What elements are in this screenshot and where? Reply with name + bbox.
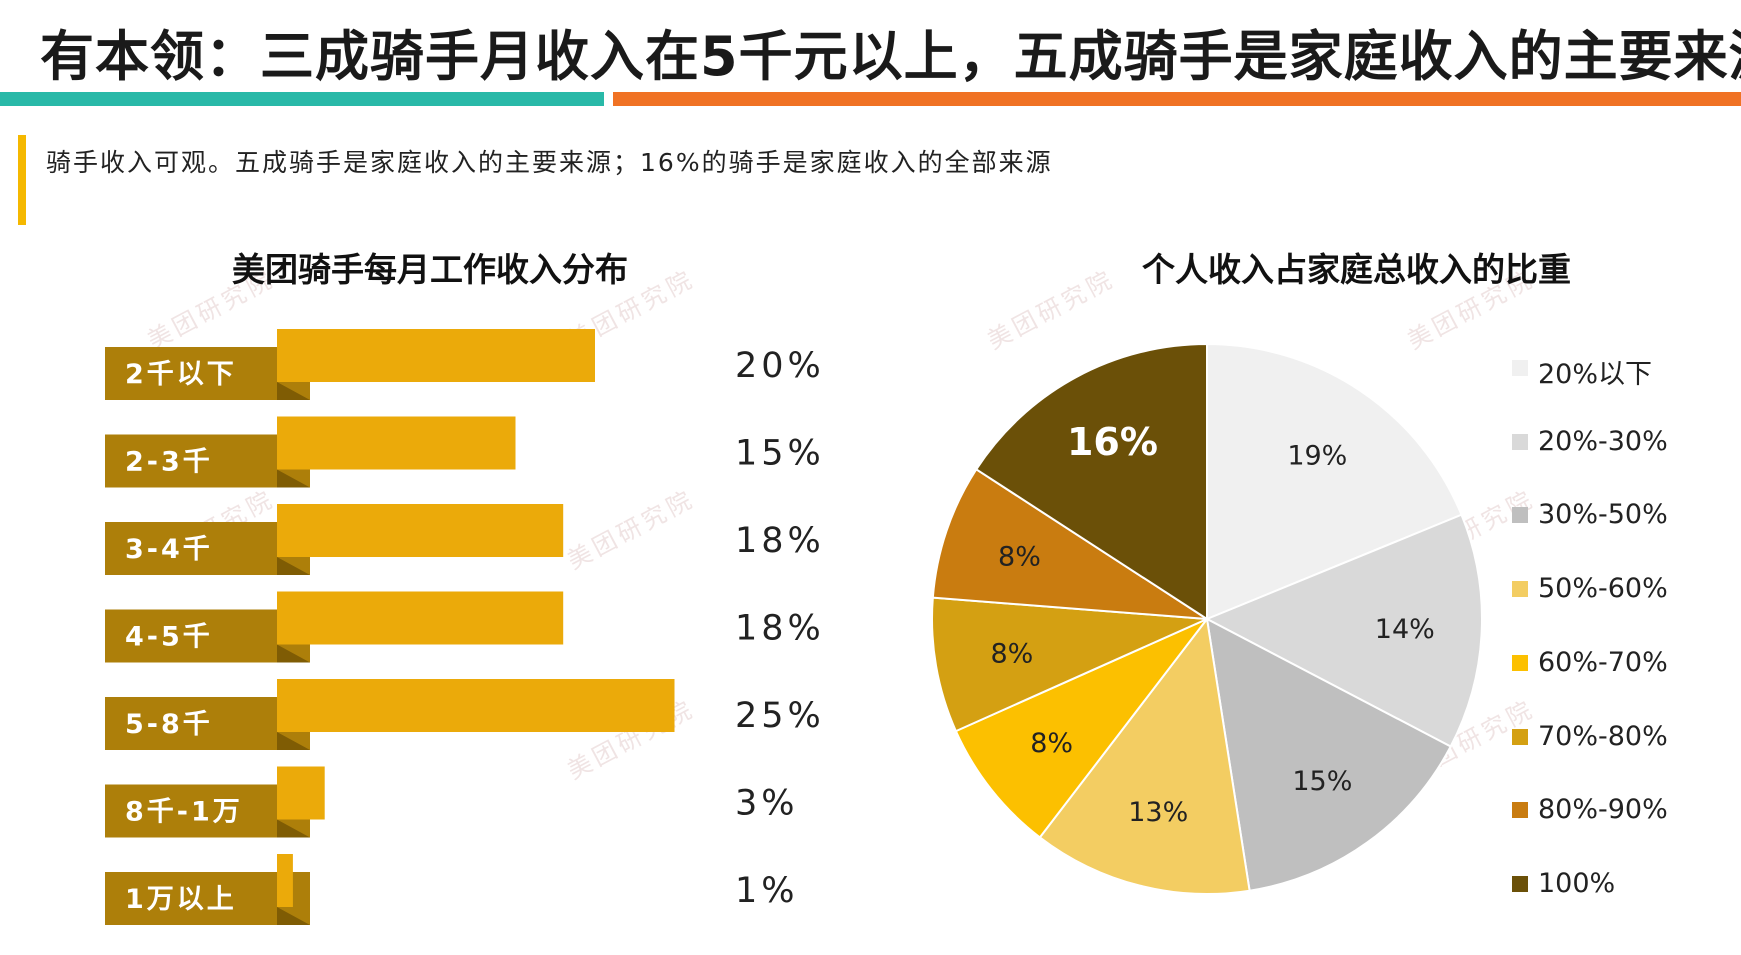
pie-slice xyxy=(1205,617,1453,892)
bar-row: 8千-1万 3% xyxy=(105,766,799,838)
pie-slice-label: 19% xyxy=(1287,441,1347,472)
bar-row: 5-8千 25% xyxy=(105,679,825,750)
legend-label: 20%-30% xyxy=(1538,425,1668,457)
bar-category-label: 4-5千 xyxy=(125,622,213,653)
bar-category-plate xyxy=(105,872,310,925)
subtitle-accent-bar xyxy=(18,135,26,225)
pie-slice xyxy=(1204,513,1483,748)
bar-row: 3-4千 18% xyxy=(105,504,825,575)
bar-category-label: 2-3千 xyxy=(125,447,213,478)
subtitle-text: 骑手收入可观。五成骑手是家庭收入的主要来源；16%的骑手是家庭收入的全部来源 xyxy=(46,148,1053,177)
bar xyxy=(277,766,325,820)
bar-category-label: 3-4千 xyxy=(125,534,213,565)
bar-fold-shadow xyxy=(277,469,310,488)
bar xyxy=(277,854,293,907)
legend-label: 20%以下 xyxy=(1538,359,1653,390)
bar-fold-shadow xyxy=(277,907,310,925)
bar xyxy=(277,416,516,470)
bar xyxy=(277,329,595,382)
pie-slice-label: 16% xyxy=(1067,420,1158,464)
bar-row: 2千以下 20% xyxy=(105,329,825,400)
bar-category-label: 8千-1万 xyxy=(125,797,243,828)
bar-category-plate xyxy=(105,609,310,663)
bar-fold-shadow xyxy=(277,732,310,750)
bar-chart-title: 美团骑手每月工作收入分布 xyxy=(232,250,628,289)
legend-label: 30%-50% xyxy=(1538,499,1668,531)
bar-category-plate xyxy=(105,434,310,488)
bar-value-label: 3% xyxy=(735,784,799,824)
bar-category-label: 2千以下 xyxy=(125,359,237,390)
bar xyxy=(277,679,675,732)
income-bar-chart: 2千以下 20% 2-3千 15% 3-4千 18% 4-5千 18% 5-8千 25% 8千-1万… xyxy=(105,329,825,925)
pie-slice-label: 14% xyxy=(1375,614,1435,645)
bar-row: 4-5千 18% xyxy=(105,591,825,663)
pie-slice xyxy=(1206,342,1463,621)
bar-value-label: 18% xyxy=(735,609,825,649)
bar-category-plate xyxy=(105,697,310,750)
bar-fold-shadow xyxy=(277,382,310,400)
bar-fold-shadow xyxy=(277,557,310,575)
bar-category-label: 1万以上 xyxy=(125,884,237,915)
bar xyxy=(277,591,564,645)
legend-swatch xyxy=(1512,654,1528,671)
bar-value-label: 20% xyxy=(735,346,825,386)
legend-label: 50%-60% xyxy=(1538,573,1668,605)
legend-label: 100% xyxy=(1538,867,1616,899)
legend-label: 60%-70% xyxy=(1538,646,1668,678)
pie-slice xyxy=(974,342,1208,621)
bar-row: 1万以上 1% xyxy=(105,854,799,925)
legend-swatch xyxy=(1512,581,1528,598)
bar-fold-shadow xyxy=(277,819,310,838)
bar-fold-shadow xyxy=(277,644,310,663)
bar-row: 2-3千 15% xyxy=(105,416,825,488)
legend-swatch xyxy=(1512,875,1528,892)
bar-value-label: 18% xyxy=(735,521,825,561)
pie-slice-label: 13% xyxy=(1128,797,1188,828)
pie-slice-label: 8% xyxy=(1030,728,1073,759)
pie-slice xyxy=(931,467,1208,620)
bar-value-label: 25% xyxy=(735,696,825,736)
pie-slice xyxy=(954,618,1208,839)
title-underline-teal xyxy=(0,92,604,106)
page-title: 有本领：三成骑手月收入在5千元以上，五成骑手是家庭收入的主要来源 xyxy=(40,25,1741,88)
legend-swatch xyxy=(1512,360,1528,376)
pie-slice-label: 8% xyxy=(990,639,1033,670)
title-underline-orange xyxy=(613,92,1741,106)
bar xyxy=(277,504,564,557)
bar-category-label: 5-8千 xyxy=(125,709,213,740)
legend-swatch xyxy=(1512,728,1528,745)
legend-swatch xyxy=(1512,507,1528,524)
pie-chart-title: 个人收入占家庭总收入的比重 xyxy=(1142,250,1571,289)
pie-slice xyxy=(931,596,1208,733)
legend-label: 70%-80% xyxy=(1538,720,1668,752)
bar-value-label: 15% xyxy=(735,434,825,474)
bar-category-plate xyxy=(105,784,310,838)
pie-slice xyxy=(1038,616,1251,895)
pie-slice-label: 15% xyxy=(1292,766,1352,797)
bar-value-label: 1% xyxy=(735,871,799,911)
bar-category-plate xyxy=(105,347,310,400)
legend-swatch xyxy=(1512,433,1528,450)
pie-slice-label: 8% xyxy=(998,541,1041,572)
bar-category-plate xyxy=(105,522,310,575)
legend-label: 80%-90% xyxy=(1538,794,1668,826)
legend-swatch xyxy=(1512,802,1528,819)
